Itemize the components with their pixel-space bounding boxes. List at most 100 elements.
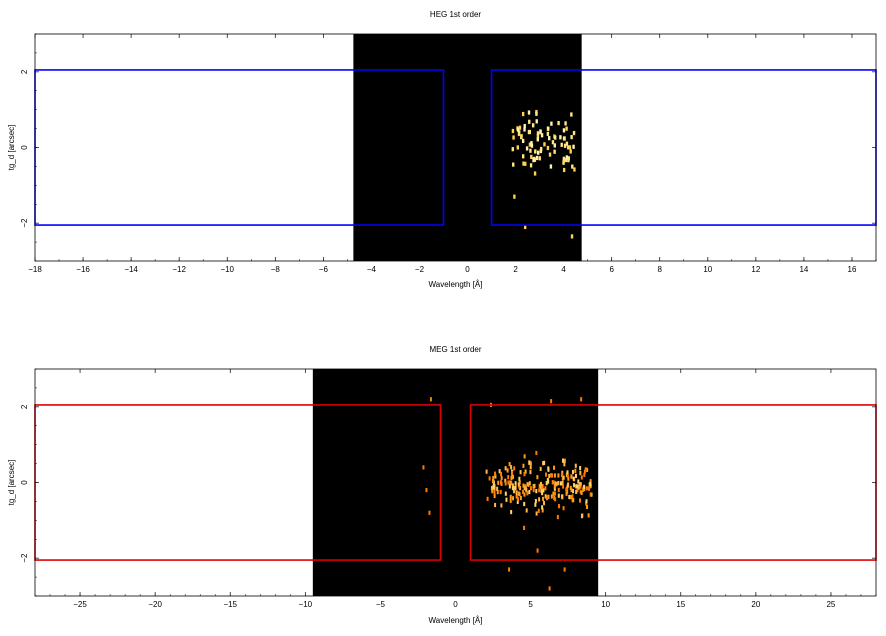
meg-event bbox=[510, 465, 513, 470]
meg-event bbox=[518, 476, 521, 481]
heg-event bbox=[511, 128, 515, 134]
meg-panel: MEG 1st order−25 −20 −15 −10 −5 0 5 10 15 20 25−20… bbox=[7, 345, 877, 625]
heg-y-tick-label: 0 bbox=[20, 145, 29, 150]
heg-event bbox=[539, 146, 543, 152]
meg-event bbox=[552, 480, 555, 485]
heg-event bbox=[572, 144, 575, 149]
meg-event bbox=[563, 462, 566, 467]
heg-x-tick-label: 2 bbox=[513, 265, 518, 274]
heg-event bbox=[525, 146, 529, 151]
meg-event bbox=[524, 469, 527, 474]
meg-event bbox=[552, 491, 555, 496]
heg-event bbox=[562, 156, 566, 161]
meg-event bbox=[580, 475, 583, 480]
meg-event bbox=[517, 482, 520, 487]
meg-event bbox=[508, 462, 511, 467]
heg-event bbox=[536, 137, 540, 142]
heg-event bbox=[511, 147, 514, 152]
meg-event bbox=[571, 489, 574, 494]
heg-event bbox=[532, 158, 535, 163]
meg-event bbox=[584, 467, 587, 472]
heg-event bbox=[553, 149, 556, 154]
meg-event bbox=[526, 482, 529, 487]
meg-event bbox=[540, 488, 543, 493]
heg-x-tick-label: −18 bbox=[28, 265, 42, 274]
meg-event bbox=[562, 484, 565, 489]
meg-event bbox=[570, 474, 573, 479]
meg-event-outlier bbox=[428, 510, 431, 515]
meg-event bbox=[573, 483, 576, 488]
heg-event bbox=[535, 119, 538, 124]
meg-event bbox=[553, 486, 556, 491]
heg-event bbox=[572, 130, 576, 136]
meg-event bbox=[557, 493, 560, 498]
meg-x-tick-label: 0 bbox=[453, 600, 458, 609]
meg-event bbox=[511, 470, 514, 476]
heg-event bbox=[512, 162, 515, 167]
heg-x-tick-label: −2 bbox=[415, 265, 425, 274]
heg-event bbox=[516, 127, 520, 132]
meg-event bbox=[554, 497, 557, 502]
heg-event bbox=[540, 133, 544, 138]
meg-x-tick-label: 20 bbox=[751, 600, 760, 609]
meg-x-tick-label: 15 bbox=[676, 600, 685, 609]
heg-event bbox=[535, 111, 538, 116]
meg-event bbox=[519, 495, 522, 501]
heg-event bbox=[528, 142, 532, 147]
meg-event bbox=[575, 484, 578, 489]
meg-event-outlier bbox=[422, 465, 425, 470]
meg-event bbox=[504, 478, 507, 483]
meg-event bbox=[528, 460, 531, 465]
heg-x-tick-label: 16 bbox=[848, 265, 857, 274]
meg-event bbox=[488, 476, 491, 481]
meg-event bbox=[579, 482, 582, 487]
meg-event bbox=[553, 473, 556, 478]
meg-event bbox=[577, 485, 580, 490]
meg-event bbox=[509, 481, 512, 486]
meg-event bbox=[525, 508, 528, 513]
meg-event-outlier bbox=[548, 586, 551, 591]
heg-event bbox=[538, 156, 541, 161]
meg-event bbox=[574, 463, 577, 468]
meg-event bbox=[545, 481, 548, 486]
meg-event bbox=[532, 487, 535, 493]
meg-event bbox=[490, 485, 493, 491]
meg-event-outlier bbox=[550, 399, 553, 404]
meg-event bbox=[504, 491, 507, 496]
meg-event bbox=[523, 471, 526, 477]
meg-event bbox=[542, 461, 545, 466]
meg-event bbox=[572, 469, 575, 475]
meg-event bbox=[577, 479, 580, 484]
meg-event bbox=[541, 505, 544, 510]
meg-event bbox=[523, 454, 526, 459]
heg-event bbox=[535, 155, 539, 161]
meg-event bbox=[560, 494, 563, 499]
meg-event-outlier bbox=[523, 525, 526, 530]
meg-event bbox=[494, 474, 497, 479]
meg-event bbox=[499, 489, 502, 495]
meg-event bbox=[583, 472, 586, 477]
meg-event bbox=[518, 484, 521, 489]
meg-event bbox=[586, 504, 589, 510]
heg-event bbox=[562, 128, 566, 133]
heg-event bbox=[567, 158, 570, 163]
heg-x-tick-label: 0 bbox=[465, 265, 470, 274]
meg-x-tick-label: 25 bbox=[826, 600, 835, 609]
heg-event bbox=[562, 167, 566, 173]
heg-event bbox=[557, 120, 560, 126]
heg-event-outlier bbox=[520, 134, 523, 139]
meg-event-outlier bbox=[425, 487, 428, 493]
heg-event bbox=[563, 143, 567, 148]
heg-event bbox=[524, 161, 527, 166]
meg-event bbox=[539, 466, 542, 472]
meg-event bbox=[544, 486, 547, 491]
meg-event bbox=[494, 471, 497, 476]
meg-x-tick-label: −20 bbox=[148, 600, 162, 609]
heg-event bbox=[521, 111, 525, 117]
meg-event bbox=[545, 472, 548, 477]
heg-event bbox=[573, 167, 576, 172]
heg-y-axis-label: tg_d [arcsec] bbox=[7, 125, 16, 171]
meg-event bbox=[485, 469, 488, 474]
meg-event bbox=[557, 504, 560, 509]
meg-image-background bbox=[312, 369, 599, 596]
